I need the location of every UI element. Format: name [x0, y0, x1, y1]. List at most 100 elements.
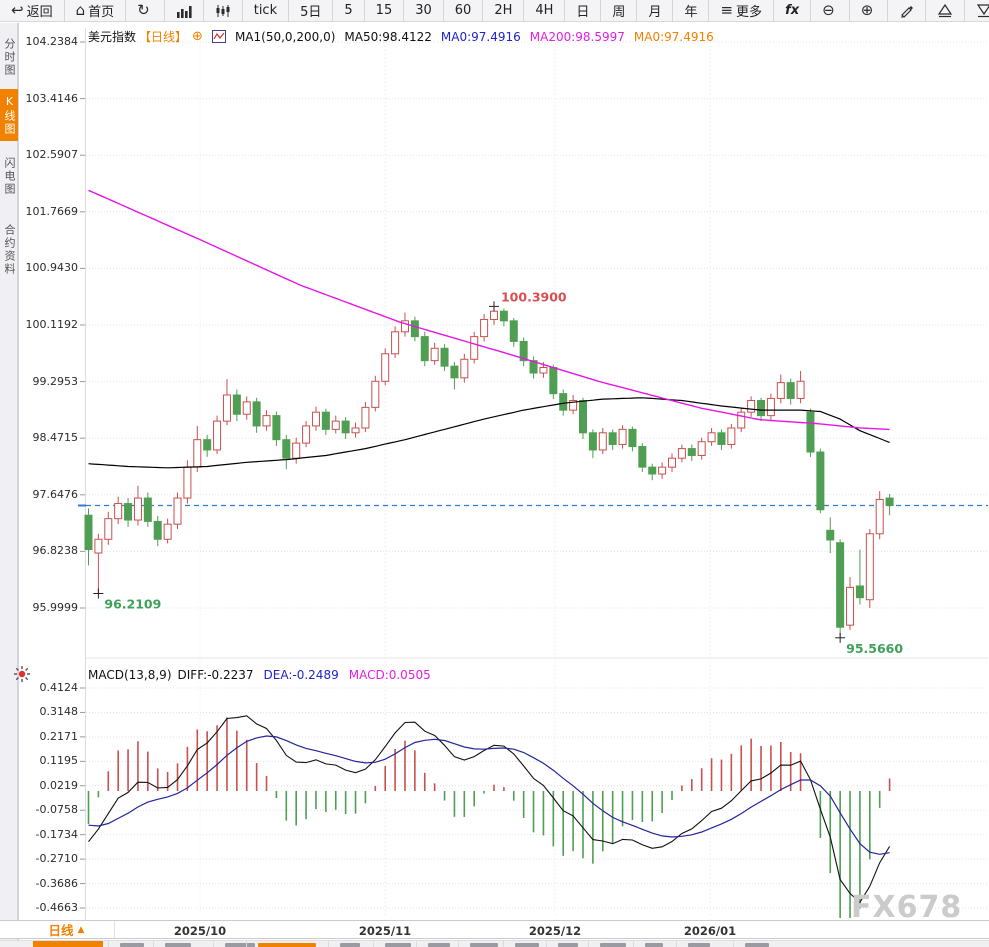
macd-axis-label: 0.2171 [39, 729, 79, 743]
bottom-bar-item[interactable] [600, 943, 626, 947]
watermark: FX678 [851, 890, 963, 925]
toolbar-more-button[interactable]: ≡ 更多 [709, 0, 775, 21]
macd-axis-label: -0.2710 [35, 852, 78, 866]
toolbar-refresh-button[interactable]: ↻ [126, 0, 165, 21]
toolbar-week-button[interactable]: 周 [601, 0, 638, 21]
bottom-bar [0, 940, 989, 947]
indicator-settings-icon[interactable] [13, 665, 31, 683]
sidebar-tab-1[interactable]: 分时图 [3, 37, 16, 77]
sidebar-tab-4[interactable]: 合约资料 [3, 224, 16, 276]
refresh-icon: ↻ [137, 1, 150, 19]
candle [163, 523, 172, 540]
toolbar-30-button[interactable]: 30 [404, 0, 444, 21]
candle [292, 442, 301, 459]
candle [569, 400, 578, 411]
candle [519, 340, 528, 362]
toolbar-draw-button[interactable] [888, 0, 927, 21]
sidebar-tab-3[interactable]: 闪电图 [3, 156, 16, 196]
price-axis-label: 101.7669 [25, 204, 79, 218]
candle [737, 411, 746, 429]
ma50-value: MA50:98.4122 [344, 29, 432, 44]
bottom-bar-item[interactable] [558, 943, 578, 947]
dea-line [88, 735, 890, 855]
candle [588, 432, 597, 451]
bottom-bar-item[interactable] [225, 943, 255, 947]
period-selector[interactable]: 日线 ▲ [19, 921, 115, 938]
sidebar-tab-2[interactable]: K线图 [0, 89, 18, 141]
toolbar-back-button[interactable]: ↩ 返回 [0, 0, 65, 21]
bottom-bar-item[interactable] [340, 943, 360, 947]
bottom-bar-item[interactable] [515, 943, 539, 947]
toolbar-tri-down-button[interactable] [965, 0, 989, 21]
candle [707, 432, 716, 443]
candle [133, 497, 142, 521]
candle [539, 367, 548, 374]
candle [371, 380, 380, 408]
macd-axis-label: -0.3686 [35, 876, 78, 890]
ma200-value: MA200:98.5997 [529, 29, 625, 44]
candle [885, 497, 894, 507]
toolbar-2h-button[interactable]: 2H [483, 0, 525, 21]
candle [153, 520, 162, 540]
toolbar-4h-button[interactable]: 4H [524, 0, 566, 21]
candle [579, 400, 587, 434]
price-axis-label: 97.6476 [32, 487, 79, 501]
bottom-bar-item[interactable] [385, 943, 411, 947]
toolbar-zoom-in-button[interactable]: ⊕ [850, 0, 889, 21]
toolbar-5d-button[interactable]: 5日 [289, 0, 334, 21]
macd-axis-label: -0.1734 [35, 827, 78, 841]
macd-header: MACD(13,8,9) DIFF:-0.2237 DEA:-0.2489 MA… [88, 667, 431, 682]
chart-header: 美元指数 【日线】 ⊕ MA1(50,0,200,0) MA50:98.4122 M… [88, 29, 714, 44]
candle [430, 347, 439, 362]
candle [509, 320, 518, 342]
bottom-bar-item[interactable] [428, 943, 450, 947]
candle [836, 542, 845, 628]
toolbar-formula-button[interactable]: fx [774, 0, 812, 21]
divider [328, 941, 329, 947]
candle [381, 353, 390, 382]
candle [84, 514, 93, 551]
bottom-bar-item[interactable] [745, 943, 769, 947]
bottom-bar-item[interactable] [645, 943, 663, 947]
toolbar-month-button[interactable]: 月 [637, 0, 674, 21]
macd-diff-value: DIFF:-0.2237 [177, 667, 254, 682]
candle [499, 310, 508, 322]
candle [321, 411, 330, 430]
candle [717, 432, 726, 445]
toolbar-60-button[interactable]: 60 [444, 0, 484, 21]
toolbar-tri-up-button[interactable] [926, 0, 966, 21]
toolbar-tick-button[interactable]: tick [243, 0, 290, 21]
toolbar-year-button[interactable]: 年 [673, 0, 710, 21]
price-axis-label: 100.9430 [25, 261, 79, 275]
candle [143, 497, 152, 522]
candle [549, 367, 558, 395]
candle [618, 428, 627, 445]
toolbar-15-button[interactable]: 15 [365, 0, 405, 21]
price-axis-label: 104.2384 [25, 35, 79, 48]
toolbar-bar-chart-button[interactable] [165, 0, 204, 21]
bottom-bar-item[interactable] [470, 943, 498, 947]
toolbar-zoom-out-button[interactable]: ⊖ [811, 0, 850, 21]
macd-value: MACD:0.0505 [348, 667, 431, 682]
candle [193, 439, 202, 468]
bottom-bar-active-item[interactable] [33, 941, 103, 947]
price-axis-label: 99.2953 [32, 374, 79, 388]
candle [826, 529, 835, 541]
candle [677, 448, 686, 459]
bottom-bar-item[interactable] [688, 943, 710, 947]
bottom-bar-item[interactable] [120, 943, 144, 947]
toolbar-home-button[interactable]: ⌂ 首页 [65, 0, 127, 21]
price-axis-label: 96.8238 [32, 544, 79, 558]
bottom-bar-item[interactable] [258, 943, 316, 947]
candle [252, 401, 261, 427]
toolbar-kline-button[interactable] [204, 0, 243, 21]
candle [796, 380, 805, 399]
toolbar-5-button[interactable]: 5 [333, 0, 365, 21]
toolbar-day-button[interactable]: 日 [565, 0, 602, 21]
add-indicator-icon[interactable]: ⊕ [192, 29, 203, 44]
ma50-line [88, 397, 890, 469]
bottom-bar-item[interactable] [165, 943, 191, 947]
zoom-out-icon: ⊖ [822, 1, 835, 19]
mini-chart-icon[interactable] [211, 30, 226, 43]
